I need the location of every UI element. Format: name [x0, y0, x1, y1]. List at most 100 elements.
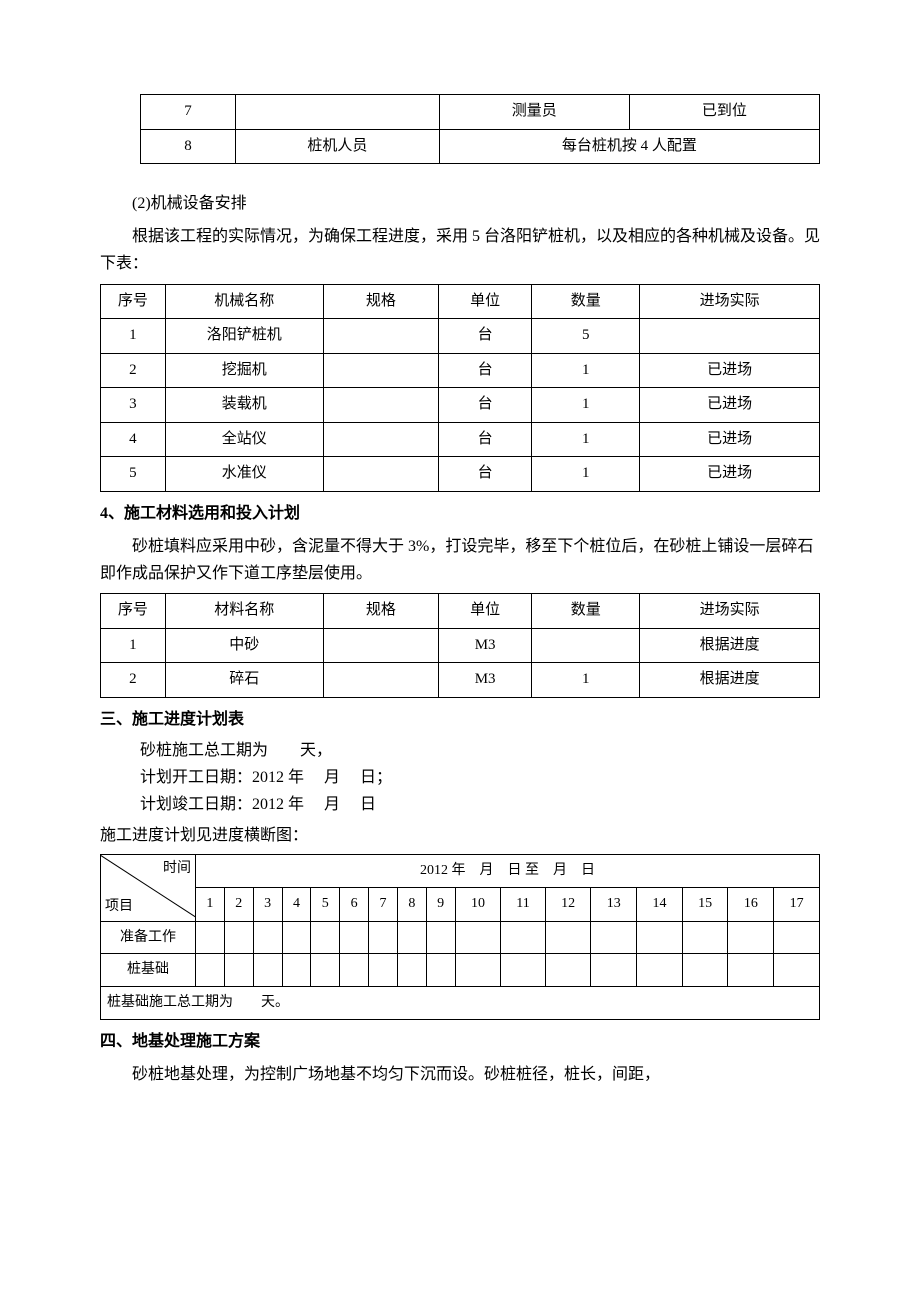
progress-line: 计划竣工日期：2012 年 月 日 — [140, 791, 820, 818]
gantt-day-cell: 17 — [774, 888, 820, 922]
gantt-diag-top: 时间 — [163, 857, 191, 881]
sec4-para: 砂桩填料应采用中砂，含泥量不得大于 3%，打设完毕，移至下个桩位后，在砂桩上铺设… — [100, 533, 820, 587]
gantt-cell — [340, 921, 369, 954]
cell: 1 — [532, 353, 640, 388]
header-cell: 序号 — [101, 284, 166, 319]
cell: 台 — [438, 457, 531, 492]
table-row: 7 测量员 已到位 — [141, 95, 820, 130]
gantt-cell — [397, 954, 426, 987]
gantt-cell — [253, 954, 282, 987]
cell: 台 — [438, 422, 531, 457]
cell: 装载机 — [165, 388, 323, 423]
gantt-cell — [774, 954, 820, 987]
gantt-row: 桩基础 — [101, 954, 820, 987]
gantt-header-row: 时间 项目 2012 年 月 日 至 月 日 — [101, 854, 820, 888]
table-row: 1洛阳铲桩机台5 — [101, 319, 820, 354]
gantt-cell — [282, 921, 311, 954]
gantt-cell — [397, 921, 426, 954]
gantt-day-cell: 16 — [728, 888, 774, 922]
gantt-cell — [637, 954, 683, 987]
header-cell: 单位 — [438, 284, 531, 319]
gantt-day-cell: 3 — [253, 888, 282, 922]
gantt-cell — [311, 921, 340, 954]
gantt-cell — [426, 921, 455, 954]
cell — [323, 353, 438, 388]
gantt-day-cell: 10 — [455, 888, 501, 922]
gantt-day-cell: 13 — [591, 888, 637, 922]
header-cell: 单位 — [438, 594, 531, 629]
gantt-table: 时间 项目 2012 年 月 日 至 月 日 12345678910111213… — [100, 854, 820, 1020]
gantt-cell — [728, 954, 774, 987]
cell: 挖掘机 — [165, 353, 323, 388]
cell — [640, 319, 820, 354]
personnel-table: 7 测量员 已到位 8 桩机人员 每台桩机按 4 人配置 — [140, 94, 820, 164]
cell: M3 — [438, 628, 531, 663]
sec4-title: 4、施工材料选用和投入计划 — [100, 500, 820, 527]
cell: 已进场 — [640, 353, 820, 388]
cell: 5 — [532, 319, 640, 354]
cell: 台 — [438, 353, 531, 388]
cell: 根据进度 — [640, 663, 820, 698]
gantt-day-cell: 12 — [545, 888, 591, 922]
cell: 全站仪 — [165, 422, 323, 457]
cell-idx: 7 — [141, 95, 236, 130]
gantt-day-cell: 9 — [426, 888, 455, 922]
table-row: 2碎石M31根据进度 — [101, 663, 820, 698]
header-cell: 进场实际 — [640, 284, 820, 319]
gantt-cell — [282, 954, 311, 987]
cell-role — [236, 95, 440, 130]
cell: 1 — [101, 319, 166, 354]
cell: 1 — [532, 663, 640, 698]
gantt-cell — [311, 954, 340, 987]
header-cell: 进场实际 — [640, 594, 820, 629]
header-cell: 规格 — [323, 284, 438, 319]
gantt-cell — [774, 921, 820, 954]
table-row: 4全站仪台1已进场 — [101, 422, 820, 457]
cell: 4 — [101, 422, 166, 457]
gantt-cell — [340, 954, 369, 987]
gantt-cell — [501, 921, 545, 954]
cell: 台 — [438, 388, 531, 423]
gantt-time-header: 2012 年 月 日 至 月 日 — [196, 854, 820, 888]
gantt-cell — [637, 921, 683, 954]
cell-note: 每台桩机按 4 人配置 — [439, 129, 819, 164]
gantt-day-cell: 1 — [196, 888, 225, 922]
cell — [323, 422, 438, 457]
gantt-day-cell: 15 — [682, 888, 728, 922]
cell: 碎石 — [165, 663, 323, 698]
sec2-title: (2)机械设备安排 — [100, 190, 820, 217]
cell: 1 — [101, 628, 166, 663]
cell: 2 — [101, 663, 166, 698]
header-cell: 序号 — [101, 594, 166, 629]
cell: 1 — [532, 457, 640, 492]
gantt-cell — [369, 921, 398, 954]
gantt-cell — [196, 954, 225, 987]
gantt-cell — [591, 954, 637, 987]
cell: 3 — [101, 388, 166, 423]
gantt-cell — [501, 954, 545, 987]
gantt-cell — [455, 921, 501, 954]
cell: 洛阳铲桩机 — [165, 319, 323, 354]
cell: 5 — [101, 457, 166, 492]
progress-line: 计划开工日期：2012 年 月 日； — [140, 764, 820, 791]
gantt-diag-cell: 时间 项目 — [101, 854, 196, 921]
cell: 根据进度 — [640, 628, 820, 663]
cell: 1 — [532, 388, 640, 423]
gantt-cell — [545, 921, 591, 954]
gantt-cell — [682, 921, 728, 954]
table-row: 8 桩机人员 每台桩机按 4 人配置 — [141, 129, 820, 164]
gantt-day-cell: 2 — [224, 888, 253, 922]
cell — [532, 628, 640, 663]
gantt-cell — [426, 954, 455, 987]
table-row: 3装载机台1已进场 — [101, 388, 820, 423]
progress-note: 施工进度计划见进度横断图： — [100, 822, 820, 849]
gantt-cell — [224, 954, 253, 987]
cell-role: 桩机人员 — [236, 129, 440, 164]
table-header-row: 序号 材料名称 规格 单位 数量 进场实际 — [101, 594, 820, 629]
cell-status: 已到位 — [629, 95, 819, 130]
gantt-day-cell: 6 — [340, 888, 369, 922]
cell-pos: 测量员 — [439, 95, 629, 130]
header-cell: 数量 — [532, 284, 640, 319]
foundation-para: 砂桩地基处理，为控制广场地基不均匀下沉而设。砂桩桩径，桩长，间距， — [100, 1061, 820, 1088]
gantt-cell — [253, 921, 282, 954]
